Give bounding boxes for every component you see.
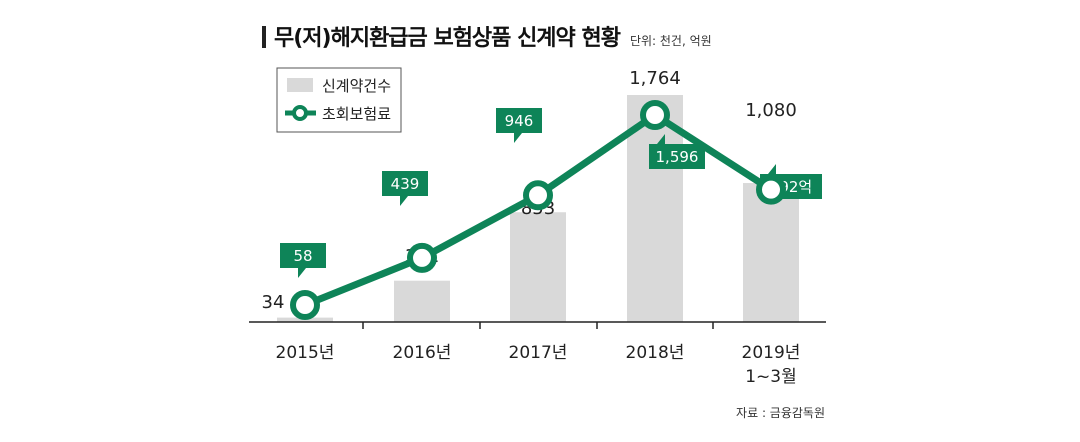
- line-callout-box-0: [280, 243, 326, 278]
- line-value-label-1: 439: [391, 175, 420, 193]
- bar-1: [394, 280, 450, 322]
- line-point-2: [523, 180, 553, 211]
- line-point-1: [407, 242, 437, 273]
- line-value-label-3: 1,596: [656, 148, 699, 166]
- line-point-4: [756, 174, 786, 205]
- bar-2: [510, 212, 566, 322]
- title-bar-icon: [262, 26, 266, 48]
- legend-bar-swatch: [287, 78, 313, 92]
- legend-label-bar: 신계약건수: [322, 77, 391, 95]
- legend-line-marker: [292, 105, 308, 121]
- line-callout-box-1: [382, 171, 428, 206]
- line-callout-box-3: [649, 134, 705, 169]
- legend-label-line: 초회보험료: [322, 105, 391, 123]
- x-tick-label-0: 2015년: [276, 343, 335, 363]
- line-point-0: [290, 290, 320, 320]
- line-callout-box-2: [496, 108, 542, 143]
- bar-3: [627, 95, 683, 322]
- bar-value-label-3: 1,764: [629, 68, 681, 89]
- source-note: 자료 : 금융감독원: [736, 406, 825, 420]
- line-value-label-2: 946: [505, 112, 534, 130]
- line-point-3: [640, 100, 670, 130]
- x-tick-label-4: 2019년 1~3월: [742, 343, 801, 387]
- bar-value-label-0: 34: [262, 292, 285, 313]
- chart-title: 무(저)해지환급금 보험상품 신계약 현황: [274, 26, 621, 51]
- bar-4: [743, 183, 799, 322]
- x-tick-label-2: 2017년: [509, 343, 568, 363]
- x-tick-label-3: 2018년: [626, 343, 685, 363]
- x-tick-label-1: 2016년: [393, 343, 452, 363]
- chart-header: 무(저)해지환급금 보험상품 신계약 현황 단위: 천건, 억원: [262, 20, 712, 52]
- unit-note: 단위: 천건, 억원: [629, 34, 712, 48]
- bar-value-label-4: 1,080: [745, 100, 797, 121]
- line-value-label-0: 58: [293, 247, 312, 265]
